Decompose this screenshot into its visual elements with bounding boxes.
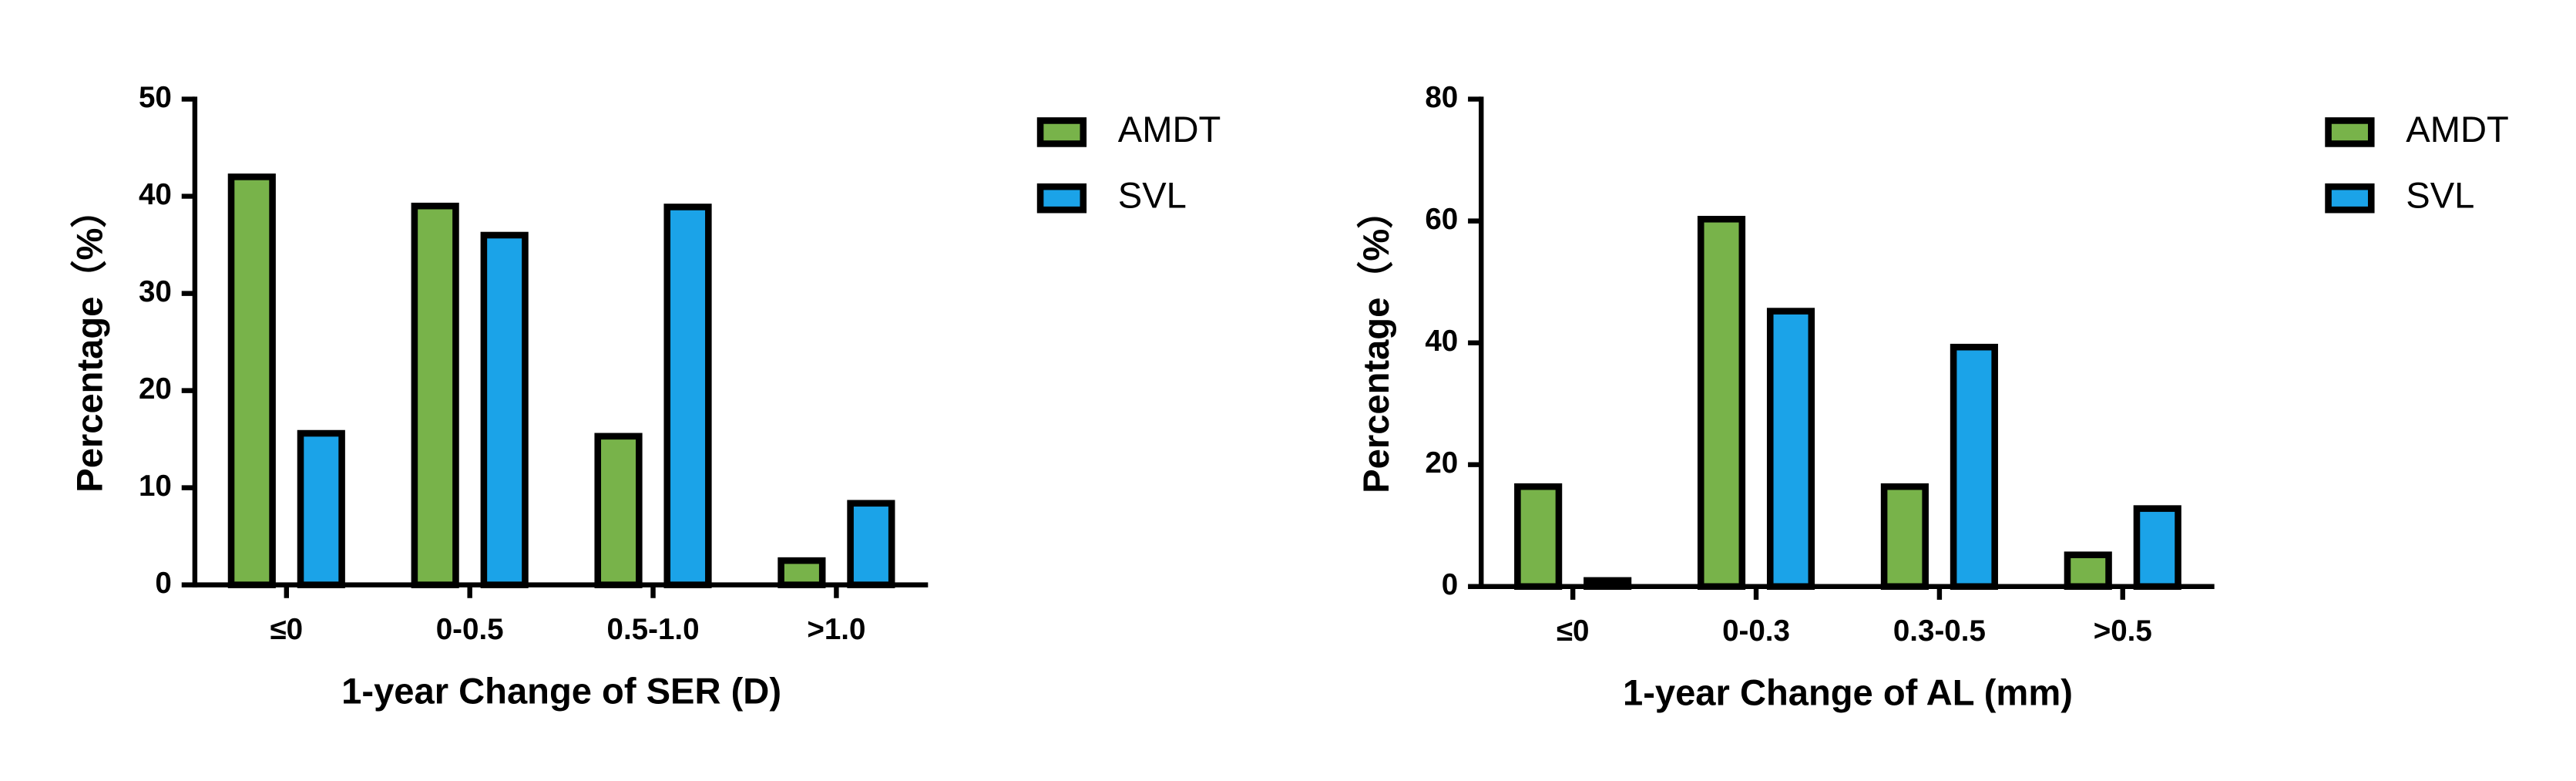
- y-tick-label: 40: [1425, 325, 1458, 358]
- bar: [778, 557, 826, 588]
- legend-swatch: [2325, 117, 2375, 147]
- legend-swatch: [1036, 183, 1087, 214]
- bar: [1697, 215, 1746, 591]
- legend-label: SVL: [1118, 175, 1187, 216]
- bar: [227, 173, 276, 588]
- x-axis-title: 1-year Change of SER (D): [341, 671, 781, 712]
- bar: [594, 433, 643, 588]
- bar: [847, 500, 895, 588]
- y-tick-label: 40: [139, 178, 172, 211]
- legend-label: AMDT: [2406, 109, 2509, 150]
- bar: [1880, 483, 1929, 591]
- x-tick-label: 0.3-0.5: [1893, 614, 1986, 648]
- legend-swatch: [2325, 183, 2375, 214]
- bar: [1766, 308, 1815, 591]
- y-tick-label: 0: [1442, 568, 1458, 601]
- x-tick-label: ≤0: [1557, 614, 1590, 648]
- y-tick-label: 20: [139, 372, 172, 406]
- y-tick-label: 0: [155, 567, 171, 600]
- y-tick-label: 10: [139, 470, 172, 503]
- x-tick-label: >1.0: [807, 613, 865, 646]
- bar: [663, 204, 712, 588]
- y-tick-label: 80: [1425, 81, 1458, 114]
- bar: [2133, 505, 2181, 591]
- legend-label: SVL: [2406, 175, 2474, 216]
- y-tick-label: 20: [1425, 446, 1458, 480]
- x-tick-label: 0-0.3: [1722, 614, 1790, 648]
- x-tick-label: >0.5: [2094, 614, 2152, 648]
- bar: [1950, 343, 1998, 591]
- y-axis-title: Percentage（%）: [69, 191, 109, 492]
- bar: [297, 429, 345, 588]
- bar: [411, 202, 459, 588]
- bar: [2064, 551, 2112, 591]
- legend-label: AMDT: [1118, 109, 1221, 150]
- x-tick-label: 0.5-1.0: [607, 613, 700, 646]
- bar: [1514, 483, 1563, 591]
- x-tick-label: 0-0.5: [436, 613, 504, 646]
- bar: [480, 231, 529, 588]
- y-tick-label: 60: [1425, 203, 1458, 236]
- y-tick-label: 50: [139, 81, 172, 114]
- x-axis-title: 1-year Change of AL (mm): [1623, 672, 2073, 713]
- y-axis-title: Percentage（%）: [1355, 193, 1396, 493]
- legend-swatch: [1036, 117, 1087, 147]
- x-tick-label: ≤0: [270, 613, 303, 646]
- y-tick-label: 30: [139, 275, 172, 308]
